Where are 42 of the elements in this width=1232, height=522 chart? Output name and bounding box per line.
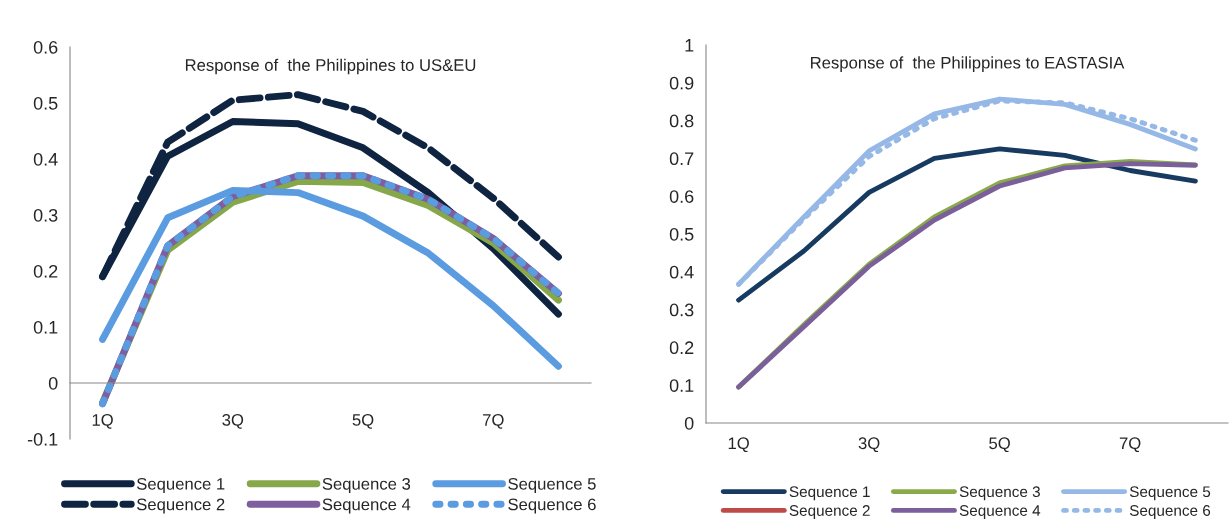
x-tick-label: 3Q <box>222 414 244 429</box>
y-tick-label: 0.6 <box>33 40 58 54</box>
x-tick-label: 3Q <box>858 437 880 453</box>
y-tick-label: 0.2 <box>33 264 58 278</box>
y-tick-label: 0.4 <box>33 152 58 166</box>
y-tick-label: -0.1 <box>27 432 58 446</box>
x-tick-label: 1Q <box>92 414 113 429</box>
legend-label: Sequence 3 <box>959 486 1040 501</box>
y-tick-label: 0.1 <box>669 379 694 392</box>
legend-label: Sequence 4 <box>959 505 1041 519</box>
text: Response of the Philippines to US&EU <box>185 58 476 75</box>
y-tick-label: 0 <box>684 416 694 430</box>
legend-label: Sequence 1 <box>136 477 225 494</box>
legend-label: Sequence 3 <box>322 477 411 494</box>
y-tick-label: 0.2 <box>669 341 694 355</box>
line-series <box>736 146 1198 303</box>
x-tick-label: 7Q <box>483 414 504 429</box>
x-tick-label: 5Q <box>352 414 374 429</box>
legend-label: Sequence 5 <box>508 477 596 494</box>
y-tick-label: 0.3 <box>33 208 58 222</box>
y-tick-label: 0.7 <box>669 152 694 166</box>
y-tick-label: 0.1 <box>33 320 58 334</box>
legend-label: Sequence 2 <box>136 498 225 514</box>
y-tick-label: 0.6 <box>669 190 694 203</box>
legend-label: Sequence 2 <box>789 505 870 519</box>
text: Response of the Philippines to EASTASIA <box>811 56 1125 72</box>
legend-label: Sequence 5 <box>1129 486 1211 501</box>
x-tick-label: 5Q <box>989 437 1010 453</box>
y-tick-label: 0.5 <box>33 96 58 110</box>
y-tick-label: 0.9 <box>669 76 694 90</box>
y-tick-label: 1 <box>685 39 694 52</box>
legend-label: Sequence 4 <box>322 498 411 514</box>
legend-label: Sequence 1 <box>789 486 870 501</box>
y-tick-label: 0.8 <box>669 114 694 128</box>
x-tick-label: 7Q <box>1119 437 1141 453</box>
y-tick-label: 0 <box>48 376 58 390</box>
legend-label: Sequence 6 <box>1129 505 1211 519</box>
y-tick-label: 0.3 <box>669 303 694 317</box>
legend-label: Sequence 6 <box>508 498 596 514</box>
x-tick-label: 1Q <box>728 437 749 453</box>
y-tick-label: 0.5 <box>669 227 694 241</box>
y-tick-label: 0.4 <box>669 265 694 279</box>
